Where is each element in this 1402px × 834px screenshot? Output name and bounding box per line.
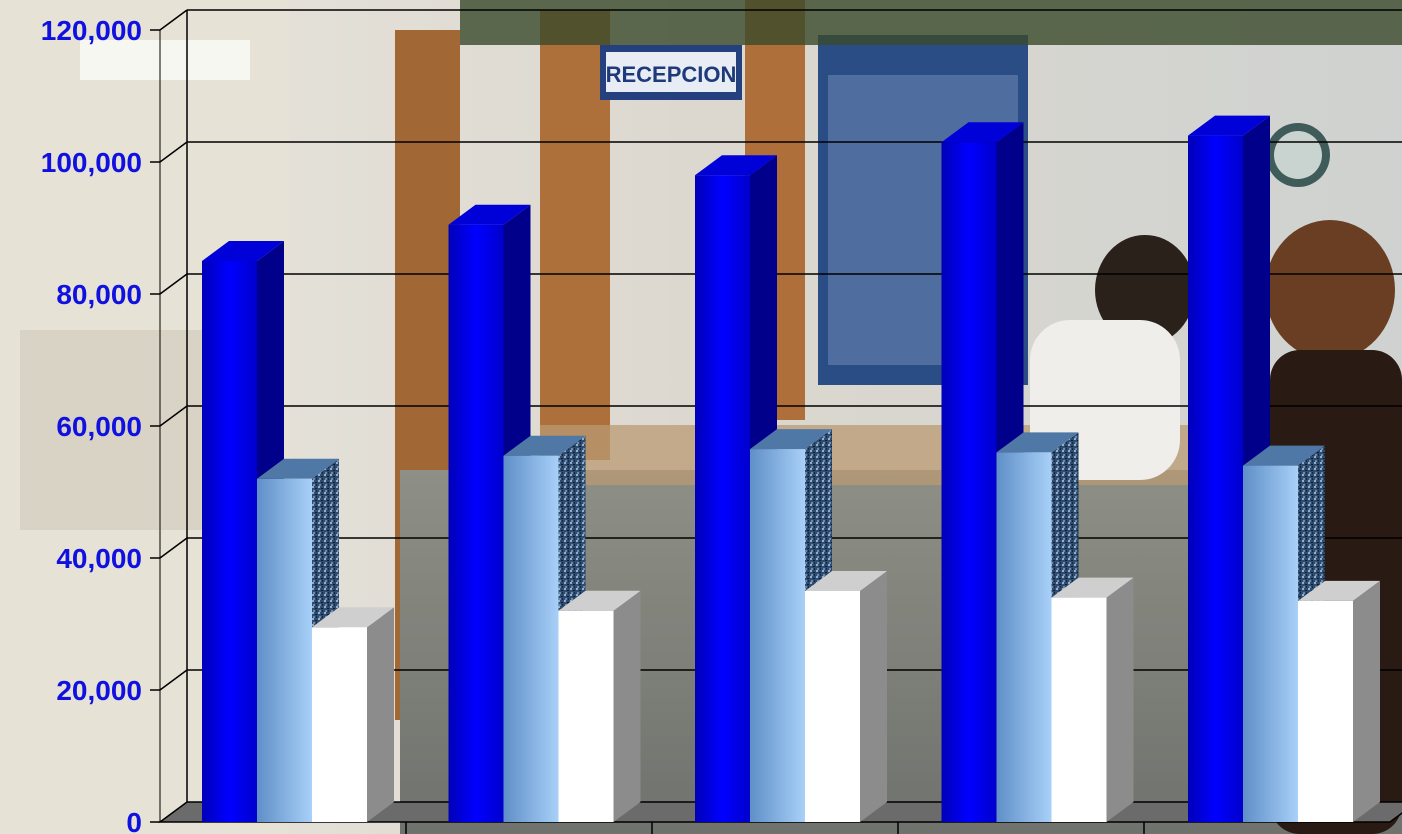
bar-front: [941, 142, 997, 822]
bar-side: [367, 607, 394, 822]
gridline-side: [159, 141, 188, 163]
bar-front: [750, 449, 805, 822]
y-tick-label: 0: [126, 807, 142, 834]
bar-front: [503, 455, 559, 822]
bar-top: [941, 122, 1024, 143]
svg-text:RECEPCION: RECEPCION: [606, 62, 737, 87]
bar-front: [448, 224, 504, 822]
bar-top: [202, 241, 284, 261]
bar: [805, 571, 887, 822]
bar: [1051, 577, 1134, 822]
bar-top: [805, 571, 887, 591]
bar-front: [1298, 600, 1353, 822]
bar-top: [503, 435, 586, 456]
gridline-side: [159, 273, 188, 295]
y-tick-labels: 0 20,000 40,000 60,000 80,000 100,000 120,000: [41, 15, 142, 834]
bar-top: [996, 432, 1079, 453]
bar-top: [257, 458, 339, 479]
y-tick-label: 120,000: [41, 15, 142, 46]
bar-front: [202, 261, 257, 822]
gridline-side: [159, 669, 188, 691]
gridline-side: [159, 405, 188, 427]
bar-top: [695, 155, 777, 176]
bar-top: [750, 429, 832, 450]
gridline-side: [159, 537, 188, 559]
bar-marks: [202, 115, 1380, 823]
bar-front: [805, 591, 860, 822]
gridline-side: [159, 9, 188, 31]
bar-front: [1243, 465, 1298, 822]
bar: [1298, 580, 1380, 822]
bar-top: [1051, 577, 1134, 598]
bar-front: [1051, 597, 1107, 822]
bar-front: [312, 627, 367, 822]
bar-side: [613, 590, 641, 822]
bar-top: [558, 590, 641, 611]
bar-front: [558, 610, 614, 822]
bar-front: [1188, 135, 1243, 823]
bar: [312, 607, 394, 822]
bar-front: [695, 175, 750, 822]
bar-top: [1188, 115, 1270, 136]
bar: [558, 590, 641, 822]
y-tick-label: 100,000: [41, 147, 142, 178]
bar-side: [860, 571, 887, 822]
y-tick-label: 20,000: [56, 675, 142, 706]
bar-top: [312, 607, 394, 628]
bar-top: [448, 204, 531, 225]
bar-top: [1298, 580, 1380, 601]
y-tick-label: 60,000: [56, 411, 142, 442]
y-tick-label: 80,000: [56, 279, 142, 310]
bar-side: [1106, 577, 1134, 822]
bar-front: [996, 452, 1052, 822]
bar-top: [1243, 445, 1325, 466]
bar-side: [1353, 580, 1380, 822]
y-tick-label: 40,000: [56, 543, 142, 574]
bar-front: [257, 478, 312, 822]
